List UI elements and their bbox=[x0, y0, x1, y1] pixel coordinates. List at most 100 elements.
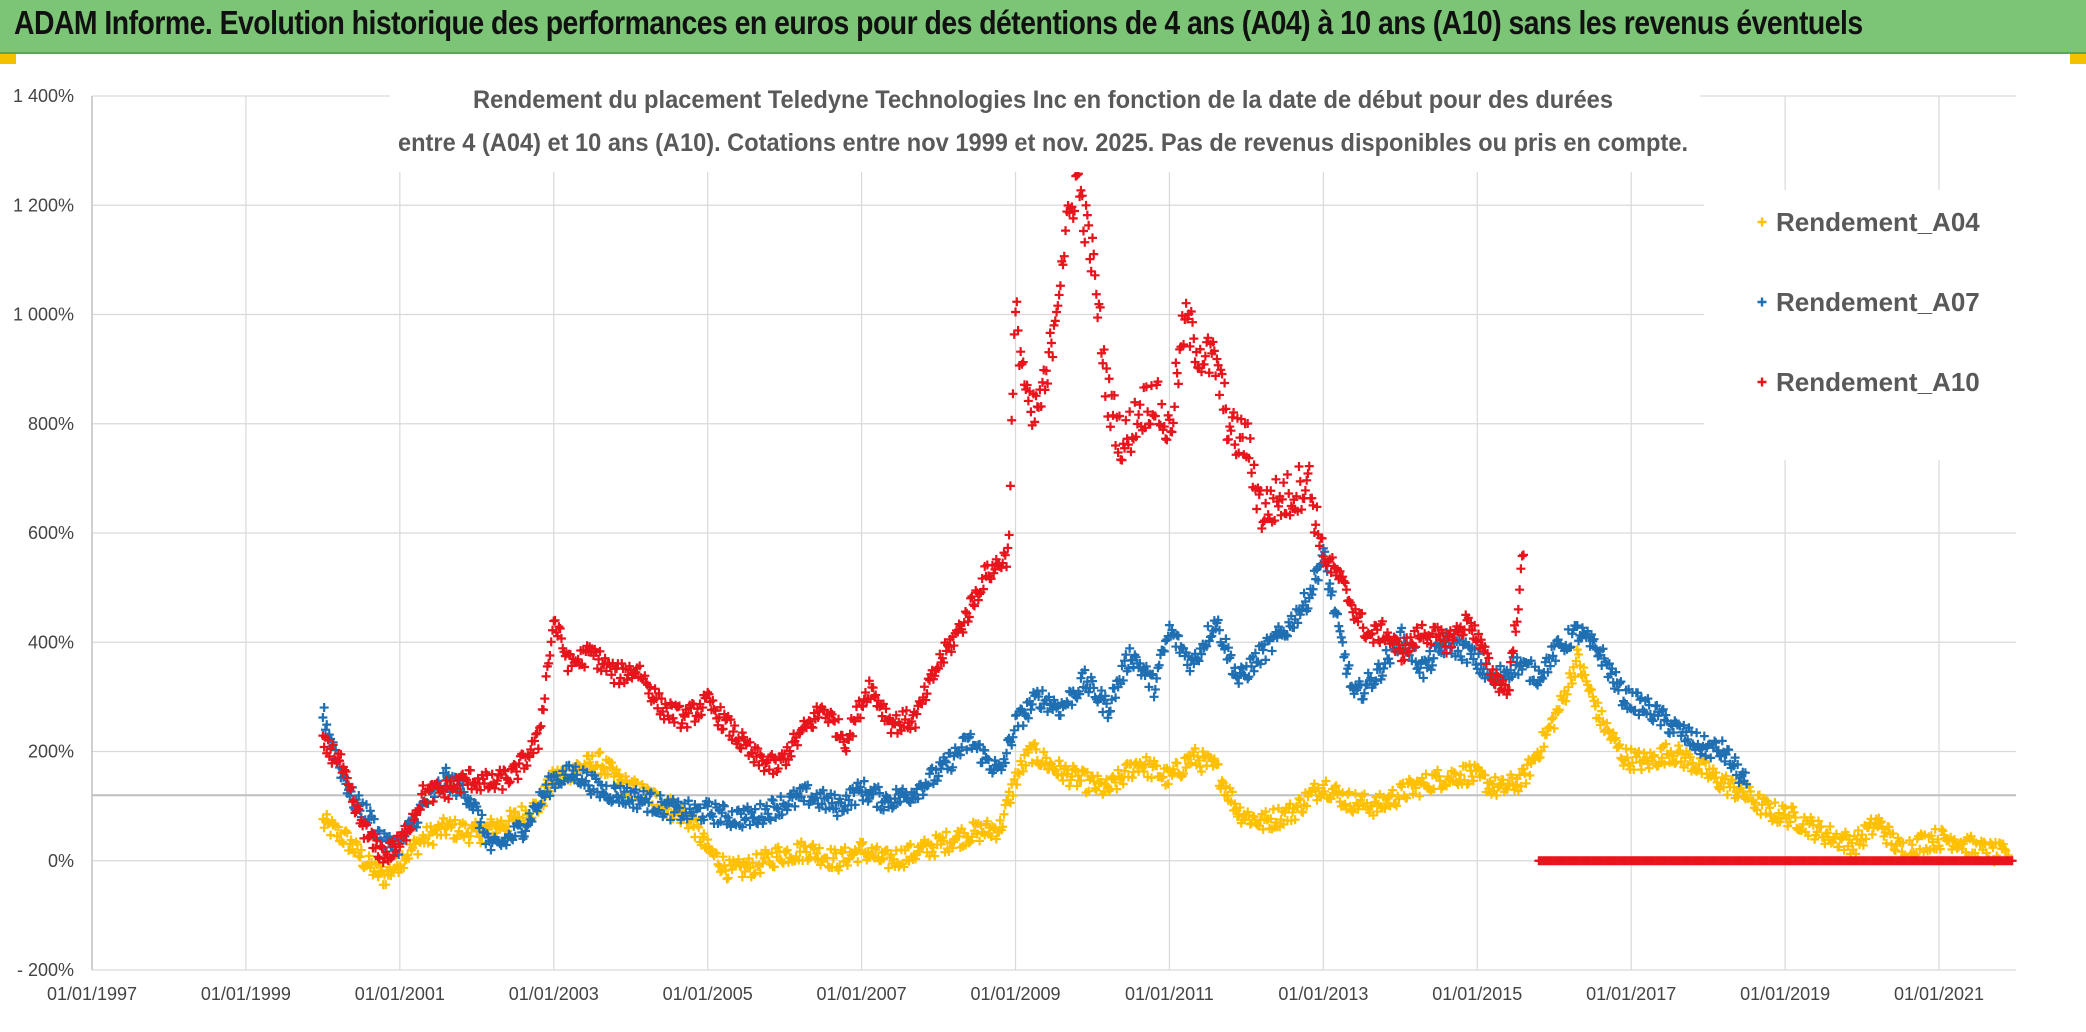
data-point-rendement-a07 bbox=[1734, 778, 1744, 788]
data-point-rendement-a10 bbox=[946, 647, 956, 657]
data-point-rendement-a07 bbox=[1244, 672, 1254, 682]
data-point-rendement-a10 bbox=[805, 716, 815, 726]
data-point-rendement-a07 bbox=[1080, 665, 1090, 675]
legend-label: Rendement_A04 bbox=[1776, 207, 1980, 237]
data-point-rendement-a10 bbox=[1443, 632, 1453, 642]
data-point-rendement-a07 bbox=[962, 745, 972, 755]
data-point-rendement-a07 bbox=[1740, 768, 1750, 778]
data-point-rendement-a07 bbox=[1144, 682, 1154, 692]
data-point-rendement-a04 bbox=[1152, 761, 1162, 771]
data-point-rendement-a10 bbox=[1190, 357, 1200, 367]
data-point-rendement-a07 bbox=[1161, 636, 1171, 646]
data-point-rendement-a07 bbox=[1325, 579, 1335, 589]
data-point-rendement-a07 bbox=[540, 792, 550, 802]
data-point-rendement-a07 bbox=[510, 831, 520, 841]
data-point-rendement-a10 bbox=[504, 778, 514, 788]
data-point-rendement-a07 bbox=[1026, 705, 1036, 715]
x-tick-label: 01/01/1999 bbox=[201, 984, 291, 1004]
data-point-rendement-a07 bbox=[1379, 663, 1389, 673]
data-point-rendement-a10 bbox=[412, 810, 422, 820]
data-point-rendement-a04 bbox=[1888, 828, 1898, 838]
data-point-rendement-a04 bbox=[753, 862, 763, 871]
data-point-rendement-a04 bbox=[1694, 759, 1704, 769]
data-point-rendement-a04 bbox=[1660, 759, 1670, 769]
data-point-rendement-a10 bbox=[1294, 462, 1304, 471]
x-tick-label: 01/01/2017 bbox=[1586, 984, 1676, 1004]
data-point-rendement-a10 bbox=[969, 601, 979, 611]
data-point-rendement-a10 bbox=[453, 780, 463, 790]
data-point-rendement-a10 bbox=[533, 744, 543, 754]
data-point-rendement-a07 bbox=[639, 786, 649, 796]
data-point-rendement-a10 bbox=[1311, 520, 1321, 530]
data-point-rendement-a10 bbox=[328, 740, 338, 750]
data-point-rendement-a10 bbox=[1515, 585, 1525, 595]
data-point-rendement-a04 bbox=[758, 858, 768, 868]
data-point-rendement-a07 bbox=[476, 817, 486, 827]
data-point-rendement-a04 bbox=[1353, 804, 1363, 814]
data-point-rendement-a07 bbox=[1164, 620, 1174, 630]
data-point-rendement-a04 bbox=[1710, 773, 1720, 783]
data-point-rendement-a10 bbox=[878, 699, 888, 709]
data-point-rendement-a04 bbox=[1285, 799, 1295, 809]
data-point-rendement-a04 bbox=[1009, 774, 1019, 784]
data-point-rendement-a07 bbox=[855, 782, 865, 792]
data-point-rendement-a07 bbox=[1111, 693, 1121, 703]
data-point-rendement-a07 bbox=[1154, 660, 1164, 670]
data-point-rendement-a04 bbox=[1516, 781, 1526, 791]
data-point-rendement-a10 bbox=[1058, 260, 1068, 270]
data-point-rendement-a04 bbox=[954, 831, 964, 841]
data-point-rendement-a04 bbox=[1554, 705, 1564, 715]
data-point-rendement-a04 bbox=[1765, 803, 1775, 813]
data-point-rendement-a04 bbox=[882, 845, 892, 855]
data-point-rendement-a10 bbox=[364, 832, 374, 842]
data-point-rendement-a04 bbox=[1685, 752, 1695, 762]
data-point-rendement-a04 bbox=[345, 839, 355, 849]
data-point-rendement-a04 bbox=[1359, 789, 1369, 799]
data-point-rendement-a10 bbox=[1488, 664, 1498, 674]
data-point-rendement-a10 bbox=[669, 717, 679, 727]
data-point-rendement-a07 bbox=[1526, 656, 1536, 666]
x-tick-label: 01/01/1997 bbox=[47, 984, 137, 1004]
data-point-rendement-a07 bbox=[737, 822, 747, 832]
data-point-rendement-a07 bbox=[1424, 655, 1434, 665]
data-point-rendement-a04 bbox=[1586, 685, 1596, 695]
data-point-rendement-a04 bbox=[399, 863, 409, 873]
data-point-rendement-a10 bbox=[370, 843, 380, 853]
data-point-rendement-a04 bbox=[1561, 696, 1571, 706]
data-point-rendement-a07 bbox=[1008, 732, 1018, 742]
data-point-rendement-a07 bbox=[842, 805, 852, 815]
data-point-rendement-a04 bbox=[1761, 808, 1771, 818]
data-point-rendement-a07 bbox=[1577, 623, 1587, 633]
data-point-rendement-a10 bbox=[650, 684, 660, 694]
data-point-rendement-a10 bbox=[1506, 657, 1516, 667]
data-point-rendement-a04 bbox=[718, 852, 728, 862]
data-point-rendement-a07 bbox=[1194, 656, 1204, 666]
data-point-rendement-a04 bbox=[1468, 776, 1478, 786]
data-point-rendement-a04 bbox=[1507, 773, 1517, 783]
data-point-rendement-a10 bbox=[645, 682, 655, 692]
data-point-rendement-a10 bbox=[600, 653, 610, 663]
data-point-rendement-a04 bbox=[1999, 844, 2009, 854]
data-point-rendement-a10 bbox=[709, 704, 719, 714]
data-point-rendement-a10 bbox=[1300, 485, 1310, 495]
data-point-rendement-a10 bbox=[873, 696, 883, 706]
data-point-rendement-a10 bbox=[490, 783, 500, 793]
data-point-rendement-a07 bbox=[429, 792, 439, 802]
data-point-rendement-a07 bbox=[1125, 643, 1135, 653]
data-point-rendement-a10 bbox=[986, 574, 996, 584]
data-point-rendement-a10 bbox=[606, 670, 616, 680]
data-point-rendement-a04 bbox=[759, 854, 769, 864]
data-point-rendement-a04 bbox=[1072, 781, 1082, 791]
data-point-rendement-a10 bbox=[1291, 491, 1301, 501]
data-point-rendement-a10 bbox=[1059, 251, 1069, 261]
data-point-rendement-a04 bbox=[1498, 775, 1508, 785]
data-point-rendement-a04 bbox=[1861, 834, 1871, 844]
data-point-rendement-a04 bbox=[1629, 765, 1639, 775]
data-point-rendement-a10 bbox=[1244, 453, 1254, 463]
data-point-rendement-a10 bbox=[1390, 647, 1400, 657]
data-point-rendement-a07 bbox=[941, 757, 951, 767]
data-point-rendement-a10 bbox=[1131, 432, 1141, 442]
data-point-rendement-a10 bbox=[1297, 505, 1307, 515]
data-point-rendement-a10 bbox=[1212, 354, 1222, 364]
chart-title-background bbox=[390, 76, 1700, 172]
